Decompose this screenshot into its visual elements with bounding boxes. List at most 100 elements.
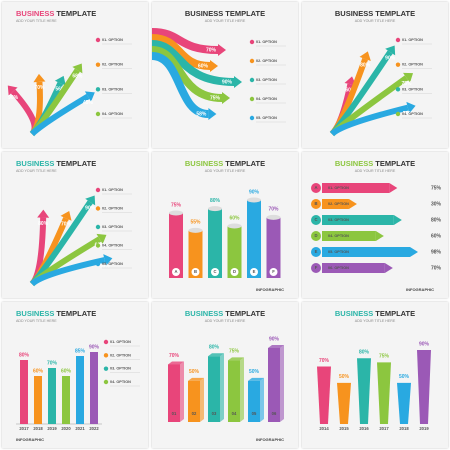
- bar-cap: [208, 206, 222, 212]
- category-label: E: [315, 249, 318, 254]
- option-label: 04. OPTION: [256, 97, 277, 101]
- option-dot: [95, 37, 101, 43]
- option-label: 01. OPTION: [110, 340, 131, 344]
- title-word: BUSINESS: [335, 9, 373, 18]
- value-label: 90%: [222, 79, 233, 85]
- value-label: 80%: [19, 352, 30, 358]
- category-label: 2018: [399, 426, 409, 431]
- panel-title: BUSINESS TEMPLATE: [16, 9, 96, 18]
- category-label: E: [253, 269, 256, 274]
- value-label: 75%: [379, 354, 390, 360]
- panel-title: BUSINESS TEMPLATE: [335, 309, 415, 318]
- bar-top: [268, 345, 284, 348]
- bar: [188, 230, 203, 278]
- arrow-head: [72, 63, 83, 74]
- option-label: 04. OPTION: [402, 112, 423, 116]
- bar: [208, 208, 222, 278]
- bar: [208, 356, 220, 422]
- bar: [322, 183, 390, 193]
- bar: [248, 380, 260, 422]
- bar: [337, 382, 351, 424]
- title-word: BUSINESS: [16, 9, 54, 18]
- value-label: 70%: [34, 85, 45, 91]
- bar: [90, 352, 98, 424]
- value-label: 68%: [72, 73, 83, 79]
- title-word: TEMPLATE: [56, 9, 96, 18]
- arrow-head: [103, 254, 113, 266]
- option-label: 02. OPTION: [402, 63, 423, 67]
- category-label: C: [314, 217, 317, 222]
- panel-subtitle: ADD YOUR TITLE HERE: [205, 169, 246, 173]
- category-badge: [172, 268, 180, 276]
- panel-subtitle: ADD YOUR TITLE HERE: [16, 169, 57, 173]
- category-badge: [311, 215, 321, 225]
- value-label: 50%: [189, 369, 200, 375]
- panel-title: BUSINESS TEMPLATE: [185, 9, 265, 18]
- panel-footer: INFOGRAPHIC: [406, 287, 434, 292]
- title-word: BUSINESS: [16, 159, 54, 168]
- category-label: F: [272, 269, 275, 274]
- value-label: 60%: [198, 63, 209, 69]
- category-label: 2018: [33, 426, 43, 431]
- option-label: 03. OPTION: [402, 87, 423, 91]
- panel-title: BUSINESS TEMPLATE: [185, 159, 265, 168]
- title-word: BUSINESS: [185, 9, 223, 18]
- option-label: 01. OPTION: [102, 188, 123, 192]
- bar-cap: [188, 227, 203, 233]
- bar: [322, 215, 394, 225]
- arrow: [152, 46, 223, 102]
- option-dot: [249, 58, 255, 64]
- title-word: BUSINESS: [335, 309, 373, 318]
- bar-tip: [348, 199, 357, 209]
- option-label: 01. OPTION: [402, 38, 423, 42]
- panel-title: BUSINESS TEMPLATE: [16, 309, 96, 318]
- arrow-head: [84, 91, 95, 102]
- arrow: [29, 257, 106, 287]
- value-label: 75%: [171, 202, 182, 208]
- arrow-head: [33, 73, 46, 83]
- option-label: 04. OPTION: [102, 112, 123, 116]
- category-label: A: [314, 185, 317, 190]
- value-label: 80%: [210, 198, 221, 204]
- value-label: 60%: [33, 368, 44, 374]
- category-label: 2015: [339, 426, 349, 431]
- category-label: 2017: [379, 426, 389, 431]
- category-label: D: [233, 269, 236, 274]
- option-label: 03. OPTION: [102, 87, 123, 91]
- option-dot: [249, 39, 255, 45]
- title-word: BUSINESS: [185, 309, 223, 318]
- title-word: BUSINESS: [185, 159, 223, 168]
- arrow-head: [385, 45, 396, 56]
- value-label: 90%: [269, 336, 280, 342]
- arrow: [152, 52, 210, 118]
- bar-side: [240, 357, 244, 422]
- bar: [20, 360, 28, 424]
- option-label: 03. OPTION: [110, 367, 131, 371]
- option-dot: [103, 366, 109, 371]
- arrow-head: [403, 72, 414, 83]
- option-dot: [95, 187, 101, 193]
- value-label: 70%: [61, 222, 72, 228]
- category-label: C: [213, 269, 216, 274]
- value-label: 90%: [385, 55, 396, 61]
- bar: [322, 263, 385, 273]
- bar: [268, 348, 280, 422]
- value-label: 50%: [339, 374, 350, 380]
- value-label: 75%: [401, 81, 412, 87]
- bar-tip: [389, 183, 398, 193]
- arrow-head: [218, 44, 226, 56]
- value-label: 90%: [249, 189, 260, 195]
- value-label: 60%: [61, 368, 72, 374]
- panel-subtitle: ADD YOUR TITLE HERE: [16, 19, 57, 23]
- value-label: 60%: [229, 215, 240, 221]
- bar: [48, 368, 56, 424]
- category-label: 2020: [61, 426, 71, 431]
- title-word: TEMPLATE: [56, 309, 96, 318]
- option-dot: [395, 62, 401, 67]
- category-label: D: [314, 233, 317, 238]
- title-word: TEMPLATE: [225, 159, 265, 168]
